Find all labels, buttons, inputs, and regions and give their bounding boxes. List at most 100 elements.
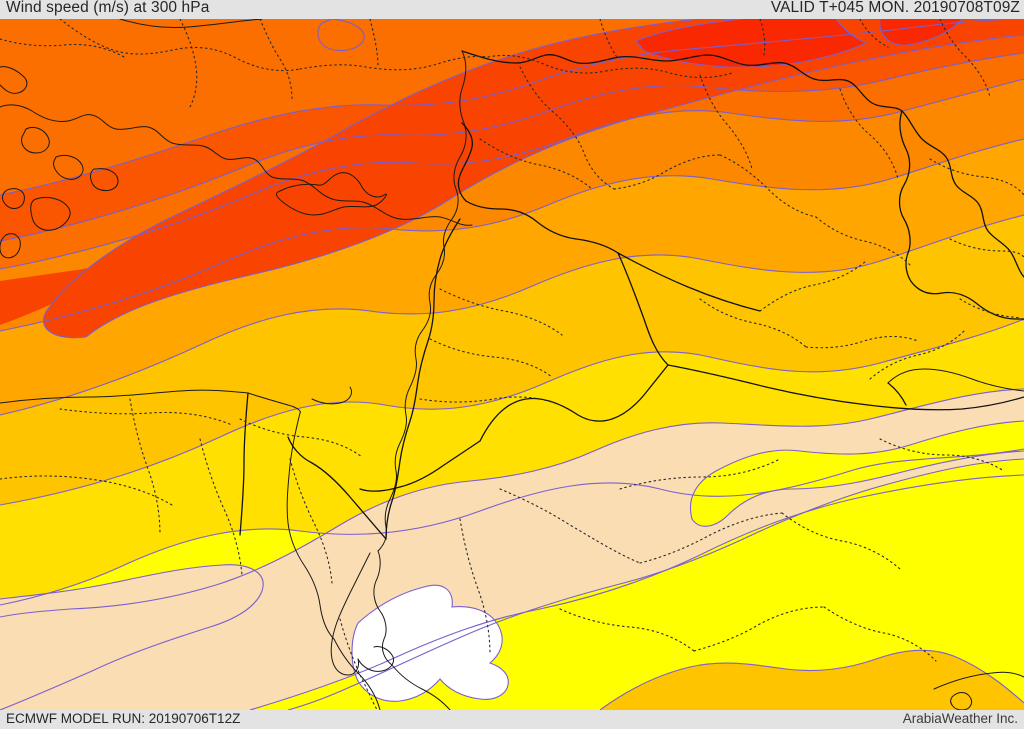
border-iraq-jordan-line bbox=[617, 252, 761, 312]
valid-time-label: VALID T+045 MON. 20190708T09Z bbox=[770, 0, 1020, 16]
coastline-sinai-tip bbox=[357, 646, 395, 672]
admin-border-saudi-10 bbox=[879, 438, 1005, 472]
coastline-red-sea-west bbox=[333, 638, 381, 710]
admin-border-egypt-5 bbox=[0, 475, 173, 506]
coastline-persian-gulf bbox=[887, 368, 1024, 392]
admin-border-saudi-2 bbox=[639, 512, 783, 564]
band-50-55 bbox=[43, 19, 1024, 338]
admin-border-egypt-3 bbox=[129, 398, 161, 536]
coastline-aegean-islands bbox=[2, 126, 119, 209]
contour-line-closed-small bbox=[317, 19, 365, 52]
coastline-levant bbox=[377, 50, 467, 552]
band-above-55-east bbox=[879, 19, 962, 46]
filled-contour-bands bbox=[0, 19, 1024, 710]
border-saudi-kuwait bbox=[887, 382, 907, 406]
admin-border-iraq-2 bbox=[759, 260, 867, 312]
border-israel-jordan bbox=[385, 218, 461, 540]
admin-border-iraq-3 bbox=[699, 298, 807, 348]
admin-border-syria-3 bbox=[479, 138, 593, 190]
footer-bar: ECMWF MODEL RUN: 20190706T12Z ArabiaWeat… bbox=[0, 710, 1024, 729]
admin-border-iran-3 bbox=[959, 298, 1024, 322]
border-syria-jordan bbox=[465, 200, 619, 254]
admin-border-turkey-9 bbox=[859, 19, 889, 48]
admin-border-turkey-6 bbox=[605, 67, 733, 79]
admin-border-egypt-4 bbox=[59, 408, 233, 426]
admin-border-iran-2 bbox=[949, 238, 1024, 258]
contour-line-15-intrusion bbox=[287, 458, 1024, 710]
header-bar: Wind speed (m/s) at 300 hPa VALID T+045 … bbox=[0, 0, 1024, 19]
admin-border-turkey-1 bbox=[59, 19, 301, 72]
coastline-aegean-turkey bbox=[0, 66, 28, 94]
band-below-10 bbox=[352, 585, 509, 702]
admin-border-syria-6 bbox=[839, 88, 899, 180]
border-jordan-saudi bbox=[479, 364, 669, 442]
border-saudi-iraq bbox=[667, 364, 1024, 411]
coastline-gulf-south bbox=[933, 671, 1024, 690]
admin-border-iran-1 bbox=[929, 158, 1024, 196]
admin-border-saudi-3 bbox=[781, 512, 901, 570]
admin-border-syria-1 bbox=[519, 66, 615, 190]
coastline-cyprus bbox=[276, 172, 387, 216]
border-iraq-iran bbox=[898, 110, 1024, 320]
band-50-55-secondary bbox=[0, 259, 140, 325]
admin-border-saudi-1 bbox=[499, 488, 641, 564]
admin-border-jordan-3 bbox=[419, 396, 561, 406]
coastline-rhodes bbox=[0, 233, 21, 259]
coastline-sinai-west bbox=[330, 552, 371, 676]
contour-line-40 bbox=[0, 78, 1024, 270]
coastline-turkey-west bbox=[0, 104, 473, 226]
contour-line-15-west bbox=[0, 564, 264, 710]
admin-border-saudi-5 bbox=[559, 608, 695, 652]
admin-border-saudi-6 bbox=[693, 606, 825, 652]
coastline-crete bbox=[30, 196, 71, 231]
admin-border-syria-5 bbox=[699, 74, 753, 170]
admin-border-egypt-1 bbox=[239, 418, 363, 458]
admin-borders bbox=[0, 19, 1024, 710]
contour-line-45 bbox=[0, 52, 1024, 242]
band-10-15-west bbox=[0, 564, 264, 710]
border-israel-egypt bbox=[287, 436, 387, 540]
contour-line-20 bbox=[0, 448, 1024, 606]
border-turkey-syria bbox=[461, 50, 903, 112]
admin-border-jordan-1 bbox=[439, 288, 563, 336]
attribution-label: ArabiaWeather Inc. bbox=[902, 711, 1018, 726]
contour-line-10 bbox=[351, 584, 509, 702]
border-syria-lebanon bbox=[457, 122, 474, 202]
contour-line-35 bbox=[0, 138, 1024, 332]
admin-border-iraq-1 bbox=[815, 216, 911, 266]
band-20-25-se bbox=[600, 650, 1024, 710]
contour-line-30 bbox=[0, 214, 1024, 416]
contour-line-45-upper bbox=[0, 19, 1024, 196]
admin-border-iraq-5 bbox=[869, 330, 965, 380]
admin-border-turkey-2 bbox=[299, 55, 489, 71]
admin-border-saudi-4 bbox=[459, 518, 491, 656]
contour-line-55-east bbox=[879, 19, 963, 46]
admin-border-aegean bbox=[259, 19, 293, 100]
coastline-saudi-west bbox=[391, 664, 451, 710]
map-canvas[interactable] bbox=[0, 19, 1024, 710]
coastline-egypt-delta bbox=[311, 386, 353, 405]
page-title: Wind speed (m/s) at 300 hPa bbox=[6, 0, 210, 16]
contour-line-25 bbox=[0, 318, 1024, 506]
contour-line-50-core bbox=[85, 34, 1024, 338]
border-jordan-iraq bbox=[617, 252, 669, 366]
contour-lines bbox=[0, 19, 1024, 710]
admin-border-turkey-7 bbox=[599, 19, 619, 60]
admin-border-saudi-9 bbox=[619, 458, 781, 490]
admin-border-turkey-4 bbox=[369, 19, 379, 68]
contour-line-20-se bbox=[599, 649, 1024, 710]
contour-line-15 bbox=[0, 388, 1024, 618]
contour-line-15-lower bbox=[249, 474, 1024, 710]
wind-speed-contour-map[interactable] bbox=[0, 19, 1024, 710]
admin-border-turkey-3 bbox=[179, 19, 198, 108]
contour-line-50-core-lower bbox=[43, 19, 701, 339]
band-15-20-wedge bbox=[690, 421, 1024, 527]
coastline-qatar bbox=[950, 692, 973, 710]
coastline-libya-egypt bbox=[0, 389, 249, 404]
admin-border-syria-2 bbox=[613, 154, 721, 190]
coastline-black-sea bbox=[119, 19, 263, 28]
model-run-label: ECMWF MODEL RUN: 20190706T12Z bbox=[6, 711, 241, 726]
contour-line-15-wedge bbox=[690, 420, 1024, 527]
admin-border-saudi-8 bbox=[339, 618, 379, 710]
